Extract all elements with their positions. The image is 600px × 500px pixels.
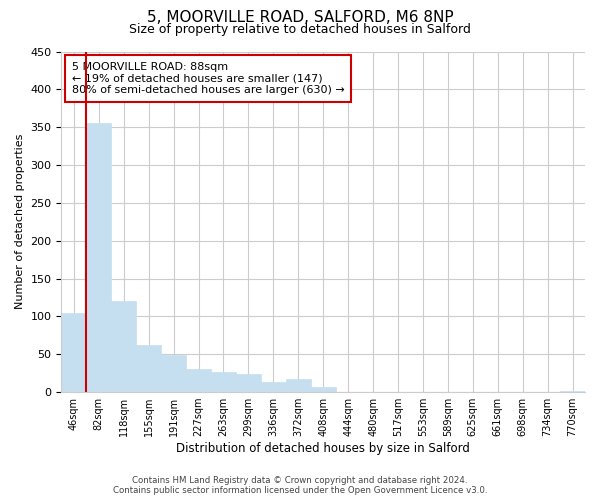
Text: 5 MOORVILLE ROAD: 88sqm
← 19% of detached houses are smaller (147)
80% of semi-d: 5 MOORVILLE ROAD: 88sqm ← 19% of detache… bbox=[72, 62, 344, 95]
Bar bbox=[560, 390, 585, 392]
Text: Size of property relative to detached houses in Salford: Size of property relative to detached ho… bbox=[129, 22, 471, 36]
Bar bbox=[261, 382, 286, 392]
Bar bbox=[286, 379, 311, 392]
Bar bbox=[186, 370, 211, 392]
Text: Contains HM Land Registry data © Crown copyright and database right 2024.
Contai: Contains HM Land Registry data © Crown c… bbox=[113, 476, 487, 495]
Bar bbox=[111, 302, 136, 392]
Bar bbox=[161, 355, 186, 392]
Bar bbox=[236, 374, 261, 392]
X-axis label: Distribution of detached houses by size in Salford: Distribution of detached houses by size … bbox=[176, 442, 470, 455]
Bar bbox=[61, 312, 86, 392]
Bar bbox=[211, 372, 236, 392]
Text: 5, MOORVILLE ROAD, SALFORD, M6 8NP: 5, MOORVILLE ROAD, SALFORD, M6 8NP bbox=[146, 10, 454, 25]
Y-axis label: Number of detached properties: Number of detached properties bbox=[15, 134, 25, 310]
Bar bbox=[86, 124, 111, 392]
Bar bbox=[311, 387, 335, 392]
Bar bbox=[136, 345, 161, 392]
